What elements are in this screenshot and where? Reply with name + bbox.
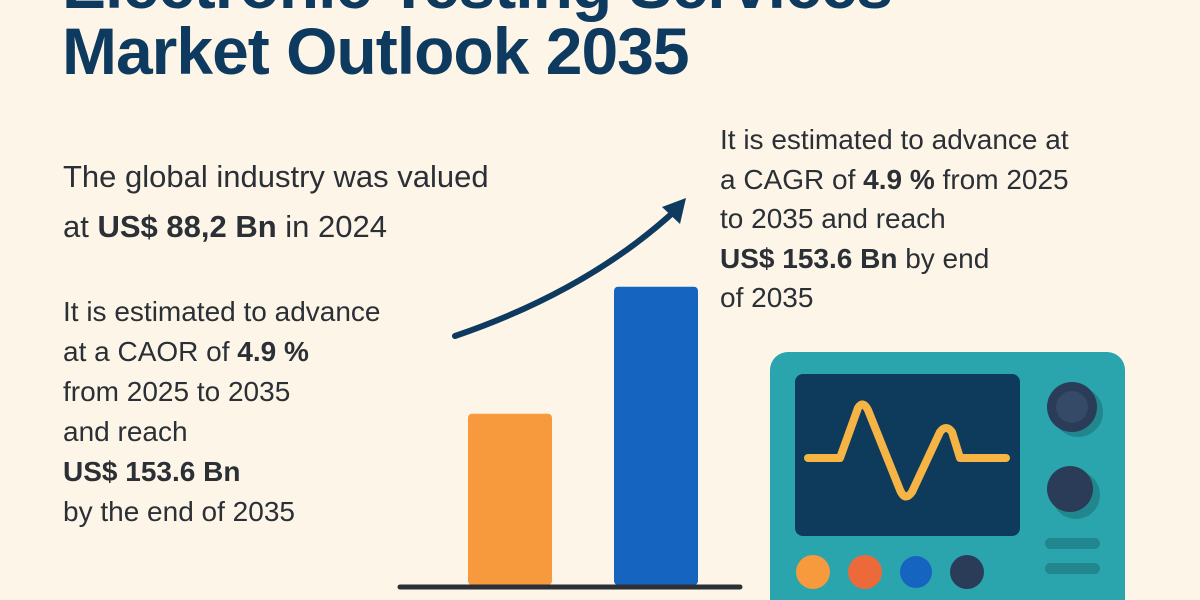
text-line: from 2025 to 2035 — [63, 376, 291, 407]
button-dot — [848, 555, 882, 589]
text-line: US$ 153.6 Bn by end — [720, 239, 1069, 279]
lead-text: The global industry was valued at US$ 88… — [63, 152, 489, 252]
value-2035: US$ 153.6 Bn — [720, 242, 898, 274]
text: in 2024 — [276, 209, 387, 244]
value-2024: US$ 88,2 Bn — [97, 209, 277, 244]
text: by end — [897, 242, 990, 274]
left-forecast-text: It is estimated to advance at a CAOR of … — [63, 292, 381, 532]
text: from 2025 — [934, 163, 1069, 195]
button-dot — [796, 555, 830, 589]
waveform — [804, 400, 1010, 501]
oscilloscope-icon — [770, 352, 1125, 600]
slot-line — [1045, 563, 1100, 574]
text: at — [63, 209, 98, 244]
bar-chart — [468, 286, 698, 585]
button-dot — [950, 555, 984, 589]
device-screen — [795, 374, 1020, 536]
title-line-2: Market Outlook 2035 — [62, 14, 690, 88]
slot-line — [1045, 538, 1100, 549]
value-2035: US$ 153.6 Bn — [63, 456, 241, 487]
text: at a CAOR of — [63, 336, 238, 367]
text-line: It is estimated to advance — [63, 296, 381, 327]
right-forecast-text: It is estimated to advance at a CAGR of … — [720, 120, 1069, 318]
title-line-1: Electronic Testing Services — [62, 0, 893, 18]
bar-2024 — [468, 413, 552, 585]
knob-icon — [1047, 466, 1093, 512]
cagr-value: 4.9 % — [863, 163, 935, 195]
text-line: at a CAOR of 4.9 % — [63, 332, 381, 372]
button-dot — [900, 556, 932, 588]
cagr-value: 4.9 % — [237, 336, 309, 367]
text-line: of 2035 — [720, 282, 814, 313]
text-line: and reach — [63, 416, 188, 447]
text-line: by the end of 2035 — [63, 496, 295, 527]
lead-line-1: The global industry was valued — [63, 159, 489, 194]
text: a CAGR of — [720, 163, 864, 195]
text-line: a CAGR of 4.9 % from 2025 — [720, 160, 1069, 200]
text-line: It is estimated to advance at — [720, 124, 1069, 155]
text-line: to 2035 and reach — [720, 203, 946, 234]
text-line: US$ 153.6 Bn — [63, 452, 381, 492]
bar-2035 — [614, 286, 698, 585]
growth-arrow-icon — [452, 198, 686, 339]
lead-line-2: at US$ 88,2 Bn in 2024 — [63, 202, 489, 252]
